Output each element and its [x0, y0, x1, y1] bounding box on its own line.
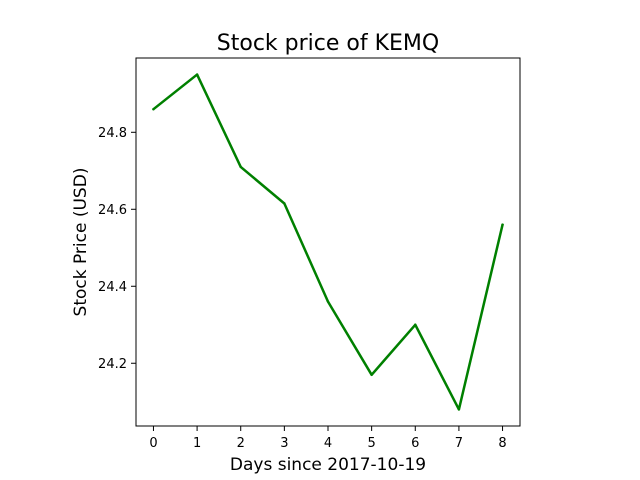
y-tick-label: 24.6: [98, 203, 127, 218]
y-axis: 24.2 24.4 24.6 24.8: [98, 126, 136, 372]
y-axis-label: Stock Price (USD): [71, 168, 91, 317]
data-point: [239, 165, 242, 169]
data-point: [370, 373, 373, 377]
x-tick-label: 1: [193, 436, 201, 451]
x-axis: 0 1 2 3 4 5 6 7 8: [149, 426, 507, 451]
plot-area: [152, 73, 504, 411]
data-point: [283, 202, 286, 205]
y-tick-label: 24.8: [98, 126, 127, 141]
y-tick-label: 24.2: [98, 357, 127, 372]
x-tick-label: 0: [149, 436, 157, 451]
chart-title: Stock price of KEMQ: [217, 31, 439, 56]
y-tick-label: 24.4: [98, 280, 127, 295]
data-point: [195, 73, 199, 76]
x-tick-label: 7: [455, 436, 463, 451]
plot-frame: [135, 57, 521, 427]
data-point: [152, 107, 155, 111]
data-point: [326, 300, 330, 303]
x-tick-label: 3: [280, 436, 288, 451]
data-point: [457, 408, 461, 411]
data-point: [501, 223, 504, 226]
x-tick-label: 2: [237, 436, 245, 451]
x-tick-label: 4: [324, 436, 332, 451]
x-tick-label: 6: [411, 436, 419, 451]
x-tick-label: 5: [367, 436, 375, 451]
x-axis-label: Days since 2017-10-19: [230, 455, 426, 475]
series-line: [152, 73, 504, 411]
x-tick-label: 8: [498, 436, 506, 451]
data-point: [414, 323, 417, 326]
